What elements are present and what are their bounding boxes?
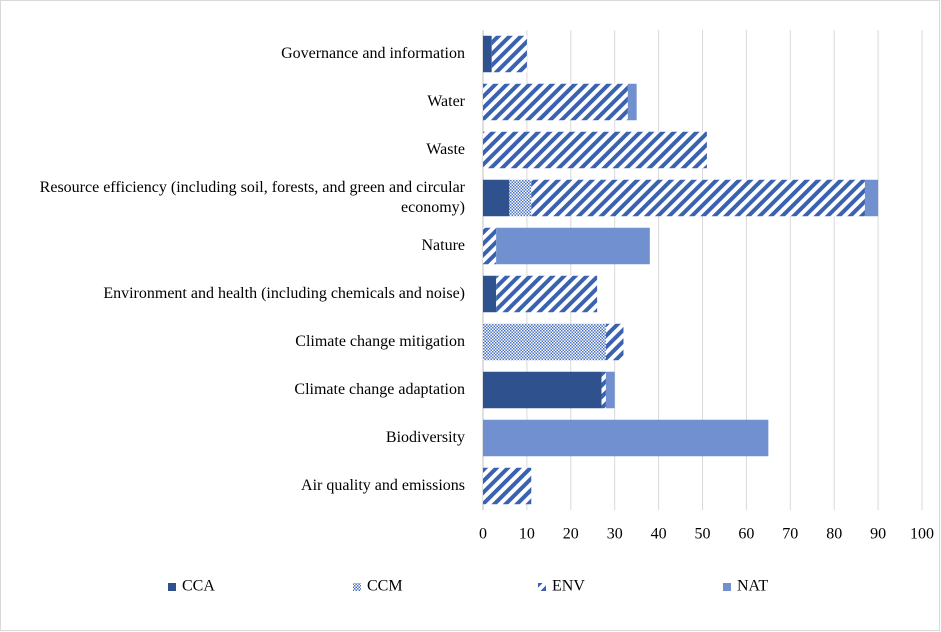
bar-segment xyxy=(531,179,865,217)
bar-segment xyxy=(605,323,624,361)
bar-segment xyxy=(483,275,497,313)
x-tick-label: 70 xyxy=(782,526,798,543)
x-tick-label: 100 xyxy=(910,526,934,543)
x-tick-label: 20 xyxy=(563,526,579,543)
y-tick-label: Nature xyxy=(421,237,465,254)
bar-segment xyxy=(601,371,606,409)
bar-segment xyxy=(483,35,492,73)
x-tick-label: 0 xyxy=(479,526,487,543)
bar-segment xyxy=(496,227,650,265)
y-tick-label: Air quality and emissions xyxy=(301,477,465,494)
bar-segment xyxy=(483,371,602,409)
bar-segment xyxy=(483,419,769,457)
bar-segment xyxy=(864,179,879,217)
legend-swatch xyxy=(353,583,361,591)
legend-label: ENV xyxy=(552,578,585,595)
x-tick-label: 80 xyxy=(826,526,842,543)
bar-segment xyxy=(483,131,707,169)
y-tick-label: Waste xyxy=(426,141,465,158)
x-tick-label: 90 xyxy=(870,526,886,543)
x-tick-label: 40 xyxy=(651,526,667,543)
y-tick-label: Resource efficiency (including soil, for… xyxy=(39,179,465,216)
x-tick-label: 30 xyxy=(607,526,623,543)
y-tick-label: Governance and information xyxy=(281,45,465,62)
bar-segment xyxy=(483,467,532,505)
x-tick-label: 60 xyxy=(738,526,754,543)
y-tick-label: Climate change mitigation xyxy=(295,333,465,350)
y-tick-label: Biodiversity xyxy=(385,429,465,446)
legend-label: CCA xyxy=(182,578,215,595)
legend-swatch xyxy=(168,583,176,591)
bar-segment xyxy=(483,83,628,121)
bar-segment xyxy=(627,83,637,121)
bar-segment xyxy=(496,275,598,313)
legend-label: NAT xyxy=(737,578,768,595)
bar-segment xyxy=(605,371,615,409)
legend-swatch xyxy=(538,583,546,591)
bar-segment xyxy=(509,179,532,217)
bar-segment xyxy=(483,179,510,217)
legend-label: CCM xyxy=(367,578,403,595)
y-tick-label: Climate change adaptation xyxy=(294,381,465,398)
y-tick-label: Water xyxy=(427,93,465,110)
x-tick-label: 10 xyxy=(519,526,535,543)
bar-segment xyxy=(491,35,527,73)
bar-segment xyxy=(483,323,606,361)
y-tick-label: Environment and health (including chemic… xyxy=(103,285,465,302)
legend-swatch xyxy=(723,583,731,591)
x-tick-label: 50 xyxy=(695,526,711,543)
bar-segment xyxy=(483,227,497,265)
